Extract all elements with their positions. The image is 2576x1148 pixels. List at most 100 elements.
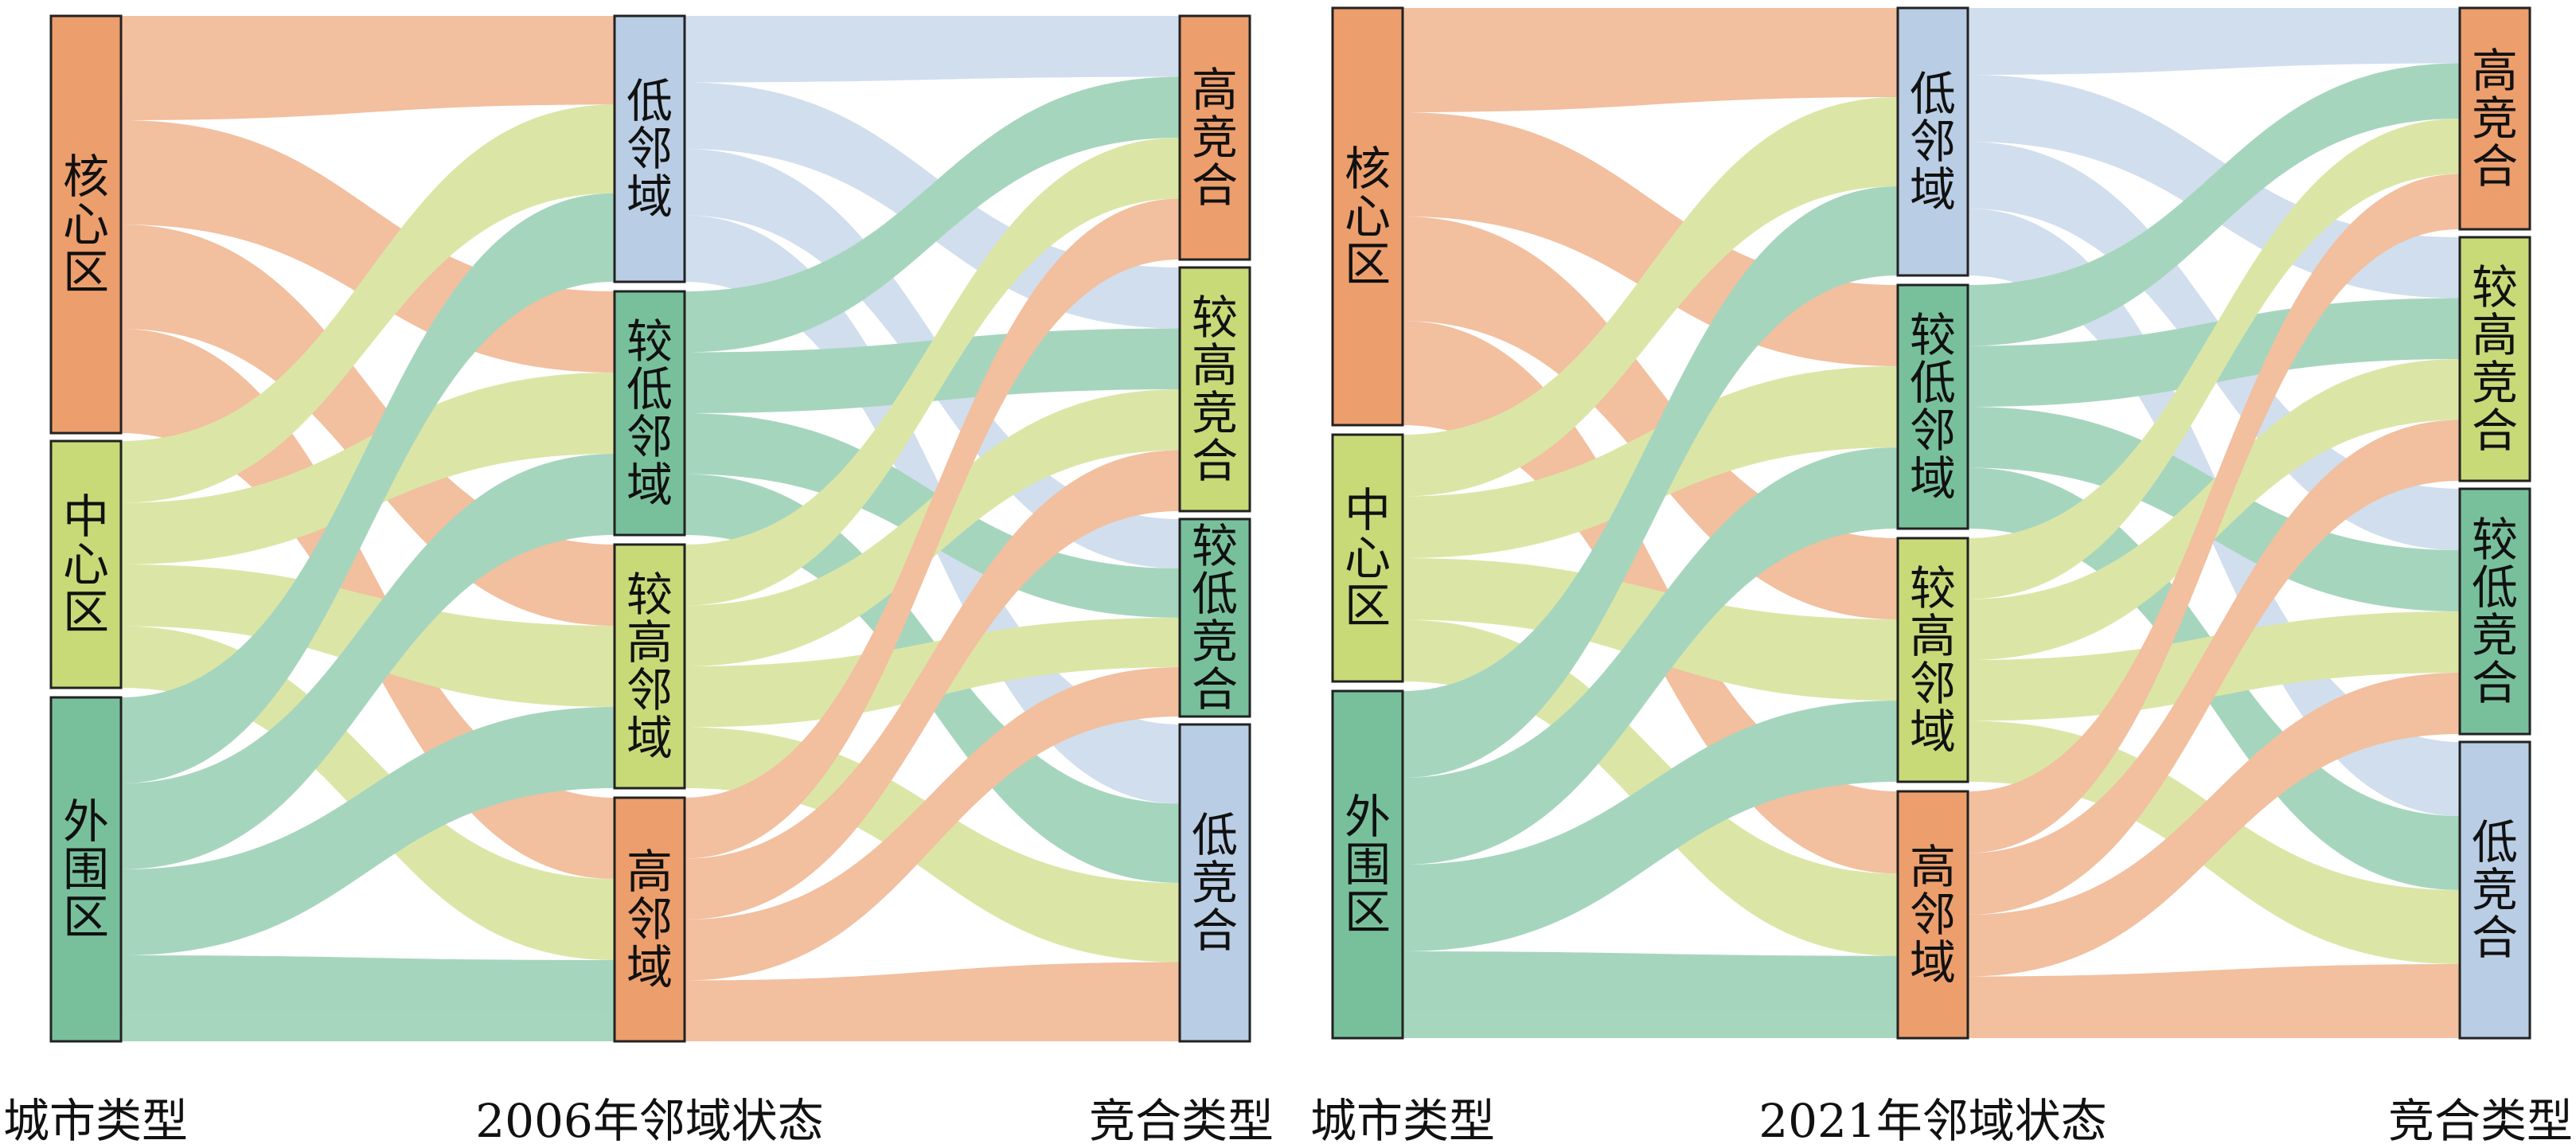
column-label-competition-type: 竞合类型 [1089,1094,1274,1148]
node-label: 较低邻域 [1910,308,1956,506]
node-label: 中心区 [63,490,109,639]
node-rect [2458,6,2531,231]
sankey-panel-2021: 核心区 中心区 外围区 低邻域 较低邻域 较高邻域 高邻域 [1310,6,2573,1148]
node-rect [1896,283,1969,530]
node-label: 外围区 [63,795,109,944]
flow-left-mid [121,16,615,120]
flow-mid-right [1968,673,2460,977]
node-label: 较低竞合 [2472,513,2518,710]
node-rect [49,14,123,435]
flow-mid-right [1968,119,2460,599]
flow-left-mid [121,707,615,955]
node-rect [613,290,686,537]
node-label: 低邻域 [1910,67,1956,217]
node-label: 中心区 [1345,483,1391,633]
flow-mid-right [685,138,1180,606]
node-rect [1896,6,1969,277]
node-label: 较高邻域 [626,568,673,765]
flow-left-mid [1403,186,1898,778]
node-label: 高邻域 [1910,840,1956,990]
right-node-high: 高竞合 [2458,6,2531,231]
flow-left-mid [121,955,615,1041]
right-node-low: 低竞合 [2458,740,2531,1040]
flow-mid-right [1968,174,2460,853]
mid-node-low: 低邻域 [613,14,686,283]
node-rect [1896,537,1969,783]
node-label: 较低竞合 [1192,519,1238,717]
flow-mid-right [685,198,1180,859]
right-node-high: 高竞合 [1178,14,1251,261]
node-rect [613,796,686,1043]
node-rect [1178,517,1251,718]
right-node-medium-low: 较低竞合 [1178,517,1251,718]
links-2006 [121,16,1180,1041]
flow-left-mid [1403,8,1898,112]
flow-mid-right [1968,420,2460,915]
node-label: 低邻域 [626,74,673,224]
flow-mid-right [685,667,1180,981]
node-label: 高竞合 [1192,63,1238,213]
node-rect [1178,266,1251,513]
left-node-outer: 外围区 [1331,689,1404,1040]
node-rect [613,543,686,790]
left-node-middle: 中心区 [1331,433,1404,683]
column-label-competition-type: 竞合类型 [2388,1094,2573,1148]
column-label-city-type: 城市类型 [1310,1094,1495,1148]
links-2021 [1403,8,2460,1038]
node-rect [1178,723,1251,1043]
node-rect [1331,6,1404,427]
node-label: 核心区 [63,150,109,299]
right-node-low: 低竞合 [1178,723,1251,1043]
left-node-middle: 中心区 [49,439,123,689]
node-label: 高邻域 [626,845,673,994]
node-label: 较低邻域 [626,314,673,512]
node-label: 核心区 [1345,142,1391,291]
column-label-city-type: 城市类型 [3,1094,188,1148]
mid-node-low: 低邻域 [1896,6,1969,277]
node-rect [49,439,123,689]
node-label: 低竞合 [2472,815,2518,965]
left-node-core: 核心区 [1331,6,1404,427]
flow-left-mid [1403,447,1898,865]
flow-mid-right [685,16,1180,83]
node-label: 外围区 [1345,790,1391,939]
node-label: 较高邻域 [1910,561,1956,759]
right-node-medium-low: 较低竞合 [2458,487,2531,736]
node-rect [1178,14,1251,261]
node-rect [613,14,686,283]
column-label-neighborhood-state: 2021年邻域状态 [1758,1094,2107,1148]
flow-left-mid [1403,97,1898,497]
mid-node-high: 高邻域 [1896,790,1969,1040]
flow-mid-right [1968,964,2460,1038]
flow-mid-right [685,450,1180,920]
node-rect [1896,790,1969,1040]
node-rect [2458,236,2531,482]
left-node-core: 核心区 [49,14,123,435]
flow-mid-right [685,962,1180,1041]
right-node-medium-high: 较高竞合 [1178,266,1251,513]
node-label: 较高竞合 [1192,291,1238,488]
left-node-outer: 外围区 [49,696,123,1043]
mid-node-higher: 较高邻域 [613,543,686,790]
flow-mid-right [1968,63,2460,346]
flow-left-mid [1403,701,1898,951]
node-rect [49,696,123,1043]
mid-node-higher: 较高邻域 [1896,537,1969,783]
flow-left-mid [121,104,615,503]
flow-mid-right [1968,8,2460,75]
flow-mid-right [685,76,1180,353]
mid-node-high: 高邻域 [613,796,686,1043]
flow-left-mid [1403,951,1898,1038]
node-label: 较高竞合 [2472,260,2518,458]
node-rect [1331,689,1404,1040]
flow-left-mid [121,193,615,783]
mid-node-lower: 较低邻域 [1896,283,1969,530]
node-label: 低竞合 [1192,808,1238,958]
node-label: 高竞合 [2472,44,2518,193]
mid-node-lower: 较低邻域 [613,290,686,537]
node-rect [2458,487,2531,736]
node-rect [2458,740,2531,1040]
flow-left-mid [121,454,615,869]
right-node-medium-high: 较高竞合 [2458,236,2531,482]
